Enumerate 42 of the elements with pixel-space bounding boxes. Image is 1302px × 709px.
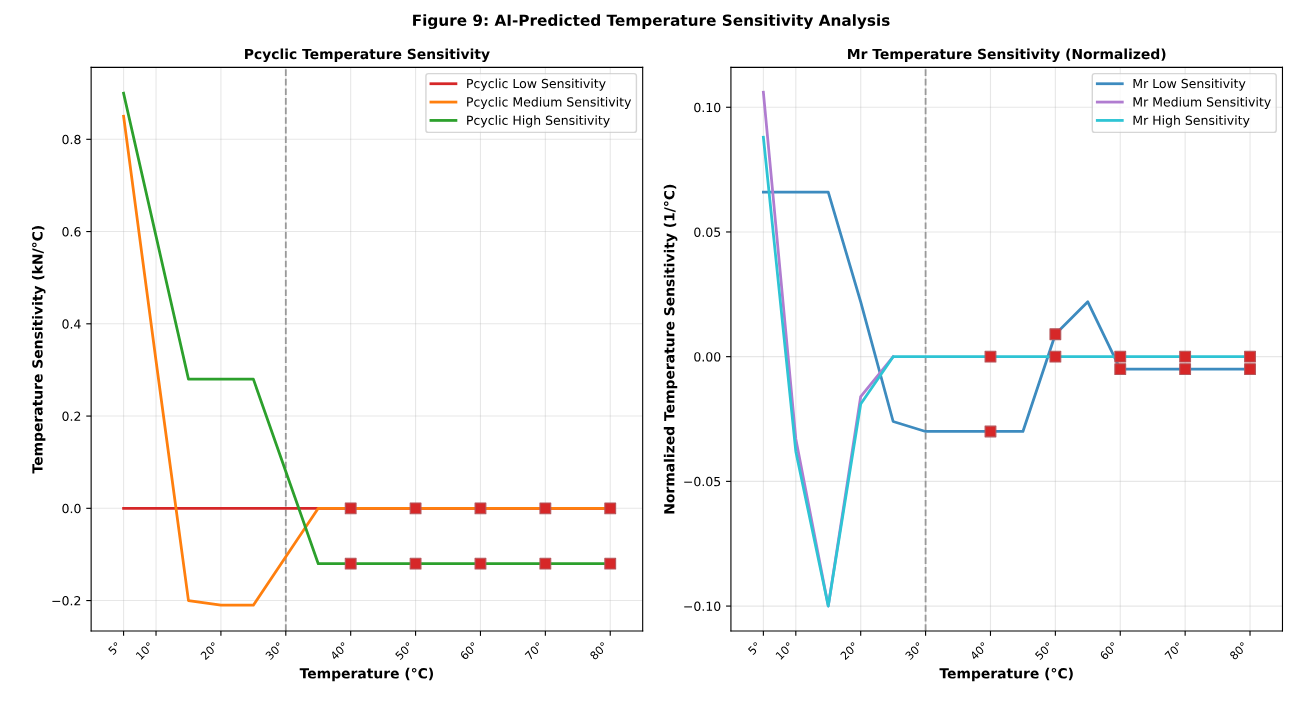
- x-tick-label: 50°: [1034, 641, 1054, 661]
- x-tick-label: 5°: [107, 641, 122, 656]
- y-axis-title: Temperature Sensitivity (kN/°C): [31, 226, 46, 474]
- y-axis-title: Normalized Temperature Sensitivity (1/°C): [663, 184, 678, 514]
- legend-label: Mr Medium Sensitivity: [1133, 96, 1271, 110]
- x-tick-label: 60°: [459, 641, 479, 661]
- x-tick-label: 40°: [329, 641, 349, 661]
- y-tick-label: 0.8: [62, 134, 81, 145]
- x-tick-label: 80°: [1229, 641, 1248, 661]
- legend-label: Mr Low Sensitivity: [1133, 78, 1246, 91]
- y-tick-label: −0.05: [684, 476, 721, 487]
- caption: Figure 9: AI-Predicted Temperature Sensitivity Analysis: [413, 14, 890, 30]
- x-tick-label: 60°: [1099, 641, 1118, 661]
- y-tick-label: −0.10: [684, 601, 721, 611]
- x-axis-title: Temperature (°C): [299, 667, 433, 682]
- y-tick-label: 0.10: [694, 102, 721, 113]
- chart-title: Mr Temperature Sensitivity (Normalized): [848, 48, 1166, 63]
- x-tick-label: 40°: [969, 641, 989, 661]
- legend-label: Pcyclic Low Sensitivity: [467, 78, 606, 91]
- x-tick-label: 5°: [747, 641, 762, 656]
- x-axis-title: Temperature (°C): [939, 667, 1073, 682]
- x-tick-label: 10°: [135, 641, 154, 660]
- y-tick-label: 0.4: [62, 319, 81, 329]
- chart-title: Pcyclic Temperature Sensitivity: [245, 48, 490, 63]
- x-tick-label: 70°: [1164, 641, 1183, 661]
- legend-label: Pcyclic High Sensitivity: [467, 115, 610, 128]
- y-tick-label: 0.6: [62, 227, 81, 237]
- x-tick-label: 20°: [200, 641, 219, 661]
- y-tick-label: 0.2: [62, 411, 81, 421]
- x-tick-label: 50°: [394, 641, 414, 661]
- x-tick-label: 70°: [524, 641, 544, 661]
- x-tick-label: 80°: [589, 641, 608, 661]
- y-tick-label: −0.2: [52, 596, 81, 606]
- y-tick-label: 0.0: [62, 503, 81, 514]
- x-tick-label: 20°: [839, 641, 859, 661]
- y-tick-label: 0.00: [694, 352, 721, 362]
- x-tick-label: 10°: [775, 641, 794, 660]
- x-tick-label: 30°: [265, 641, 284, 661]
- legend-label: Mr High Sensitivity: [1133, 115, 1250, 128]
- y-tick-label: 0.05: [694, 227, 721, 237]
- x-tick-label: 30°: [904, 641, 924, 661]
- legend-label: Pcyclic Medium Sensitivity: [467, 96, 632, 110]
